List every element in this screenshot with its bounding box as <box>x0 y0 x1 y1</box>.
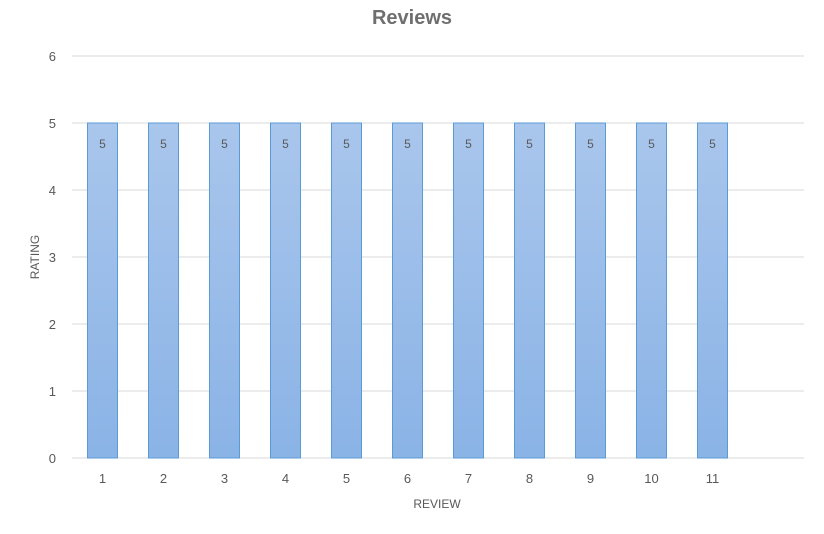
x-tick-label: 7 <box>465 471 472 486</box>
bar <box>697 122 728 459</box>
bar <box>392 122 423 459</box>
bar <box>514 122 545 459</box>
bar-data-label: 5 <box>404 137 411 151</box>
bar <box>87 122 118 459</box>
x-tick-label: 3 <box>221 471 228 486</box>
bar <box>331 122 362 459</box>
y-tick-label: 2 <box>49 317 56 332</box>
x-tick-label: 11 <box>706 471 720 486</box>
gridlines <box>72 55 804 459</box>
x-tick-label: 8 <box>526 471 533 486</box>
y-tick-label: 1 <box>49 384 56 399</box>
y-tick-label: 6 <box>49 49 56 64</box>
bar <box>148 122 179 459</box>
y-tick-label: 0 <box>49 451 56 466</box>
bar-data-label: 5 <box>526 137 533 151</box>
bar-data-label: 5 <box>99 137 106 151</box>
bar-data-label: 5 <box>465 137 472 151</box>
bar-data-label: 5 <box>343 137 350 151</box>
bar <box>209 122 240 459</box>
x-tick-label: 6 <box>404 471 411 486</box>
bar-data-label: 5 <box>160 137 167 151</box>
bars: 5 5 5 5 5 5 5 5 5 5 5 <box>87 122 728 459</box>
x-axis-label: REVIEW <box>413 497 461 511</box>
y-tick-label: 5 <box>49 116 56 131</box>
bar <box>270 122 301 459</box>
x-tick-label: 10 <box>644 471 658 486</box>
x-axis-ticks: 1 2 3 4 5 6 7 8 9 10 11 <box>99 471 719 486</box>
y-tick-label: 3 <box>49 250 56 265</box>
bar <box>636 122 667 459</box>
bar-data-label: 5 <box>282 137 289 151</box>
bar <box>453 122 484 459</box>
y-axis-ticks: 0 1 2 3 4 5 6 <box>49 49 56 466</box>
x-tick-label: 4 <box>282 471 289 486</box>
x-tick-label: 5 <box>343 471 350 486</box>
x-tick-label: 2 <box>160 471 167 486</box>
bar <box>575 122 606 459</box>
bar-data-label: 5 <box>587 137 594 151</box>
bar-data-label: 5 <box>221 137 228 151</box>
y-tick-label: 4 <box>49 183 56 198</box>
y-axis-label: RATING <box>28 235 42 279</box>
bar-data-label: 5 <box>709 137 716 151</box>
x-tick-label: 1 <box>99 471 106 486</box>
chart-title: Reviews <box>372 7 452 29</box>
bar-data-label: 5 <box>648 137 655 151</box>
x-tick-label: 9 <box>587 471 594 486</box>
